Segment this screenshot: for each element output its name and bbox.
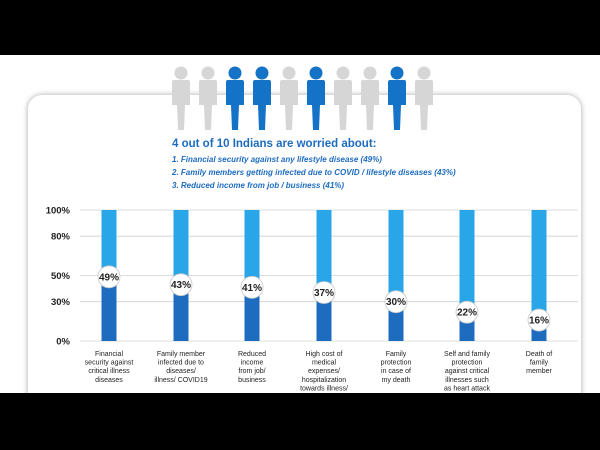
category-label-line: hospitalization [302, 377, 346, 384]
value-badge [527, 308, 551, 332]
y-tick-label: 50% [51, 271, 71, 282]
category-label-line: illness/ COVID19 [154, 377, 207, 384]
person-icon [199, 66, 217, 130]
person-icon [415, 66, 433, 130]
category-label: Self and family protection against critica… [444, 351, 490, 392]
people-pictogram [168, 65, 438, 145]
category-label-line: infected due to [158, 360, 204, 367]
y-tick-label: 80% [51, 232, 71, 243]
bar [316, 292, 332, 341]
category-label-line: diseases [95, 377, 123, 384]
person-icon [334, 66, 352, 130]
worry-item: 2. Family members getting infected due t… [172, 168, 456, 177]
value-badge [240, 275, 264, 299]
category-label-line: as heart attack [444, 385, 490, 392]
category-label-line: business [238, 377, 266, 384]
category-label-line: my death [382, 377, 411, 384]
worry-list: 1. Financial security against any lifest… [172, 153, 456, 192]
person-icon [388, 66, 406, 130]
category-label-line: medical [312, 360, 337, 367]
category-label-line: Reduced [238, 351, 266, 358]
value-badge [455, 300, 479, 324]
category-label-line: protection [381, 360, 412, 367]
value-badge [384, 290, 408, 314]
value-badge [97, 265, 121, 289]
worry-item: 1. Financial security against any lifest… [172, 155, 382, 164]
category-label-line: High cost of [306, 351, 343, 358]
person-icon [172, 66, 190, 130]
data-label: 49% [99, 272, 119, 283]
category-label: Death of family member [526, 351, 553, 375]
people-icons [172, 66, 433, 130]
data-label: 22% [457, 308, 477, 319]
category-label: Financial security against critical illnes… [85, 351, 134, 384]
category-label-line: Financial [95, 351, 123, 358]
y-tick-label: 0% [56, 337, 70, 348]
category-label-line: Self and family [444, 351, 490, 358]
category-label-line: from job/ [238, 368, 265, 375]
category-label-line: Death of [526, 351, 553, 358]
headline: 4 out of 10 Indians are worried about: [172, 138, 377, 150]
person-icon [253, 66, 271, 130]
infographic-canvas: 4 out of 10 Indians are worried about: 1… [0, 55, 600, 393]
category-label-line: against critical [445, 368, 490, 375]
category-label-line: critical illness [88, 368, 130, 375]
category-label: Family protection in case of my death [381, 351, 412, 384]
bar [101, 276, 117, 341]
category-label-line: family [530, 360, 549, 367]
category-label-line: Family [386, 351, 407, 358]
category-label-line: diseases/ [166, 368, 196, 375]
category-label: Family member infected due to diseases/ill… [154, 351, 207, 384]
y-tick-label: 30% [51, 297, 71, 308]
bar [244, 287, 260, 341]
bar-chart: 100% 80% 50% 30% 0% 49% Financial security agai… [46, 206, 578, 392]
category-label-line: expenses/ [308, 368, 340, 375]
person-icon [361, 66, 379, 130]
category-label: High cost of medical expenses/hospitalizat… [300, 351, 348, 392]
value-badge [169, 273, 193, 297]
person-icon [226, 66, 244, 130]
data-label: 41% [242, 283, 262, 294]
category-label-line: income [241, 360, 264, 367]
category-label-line: towards illness/ [300, 385, 348, 392]
category-label-line: illnesses such [445, 377, 489, 384]
category-label-line: security against [85, 360, 134, 367]
data-label: 43% [171, 280, 191, 291]
value-badge [312, 281, 336, 304]
data-label: 37% [314, 288, 334, 299]
chart-card [28, 95, 581, 393]
category-label-line: Family member [157, 351, 206, 358]
person-icon [307, 66, 325, 130]
category-label: Reduced income from job/business [238, 351, 266, 384]
category-label-line: member [526, 368, 552, 375]
data-label: 16% [529, 316, 549, 327]
person-icon [280, 66, 298, 130]
category-label-line: protection [452, 360, 483, 367]
worry-item: 3. Reduced income from job / business (4… [172, 181, 345, 190]
bar [173, 284, 189, 341]
y-tick-label: 100% [46, 206, 71, 217]
category-label-line: in case of [381, 368, 411, 375]
data-label: 30% [386, 297, 406, 308]
bar-track [531, 210, 547, 341]
